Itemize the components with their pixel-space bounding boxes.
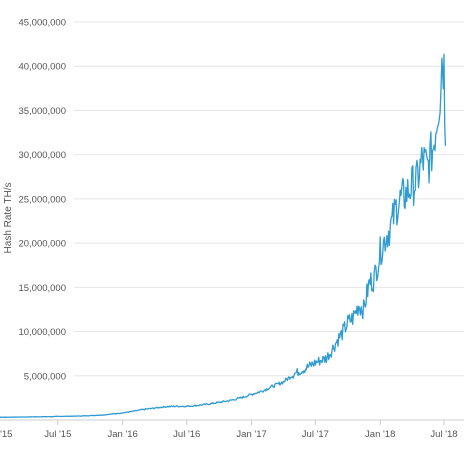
y-tick-label: 30,000,000	[18, 150, 66, 161]
x-tick-label: Jul '16	[173, 429, 200, 440]
y-tick-label: 35,000,000	[18, 106, 66, 117]
series-line-0	[0, 53, 447, 418]
y-tick-label: 20,000,000	[18, 239, 66, 250]
x-tick-label: Jan '16	[107, 429, 137, 440]
x-tick-label: Jan '17	[236, 429, 266, 440]
series-layer	[0, 53, 447, 418]
x-tick-label: Jul '15	[44, 429, 71, 440]
x-tick-label: Jan '18	[365, 429, 395, 440]
x-tick-label: Jul '18	[430, 429, 457, 440]
grid-lines	[0, 21, 464, 421]
x-axis-ticks: '15 Jul '15 Jan '16 Jul '16 Jan '17 Jul '17 Ja…	[0, 420, 458, 440]
y-tick-label: 5,000,000	[24, 371, 66, 382]
y-axis-label: Hash Rate TH/s	[3, 183, 14, 254]
y-tick-label: 45,000,000	[18, 18, 66, 29]
y-axis-ticks: 5,000,000 10,000,000 15,000,000 20,000,000 2…	[18, 18, 66, 383]
y-tick-label: 15,000,000	[18, 283, 66, 294]
x-tick-label: '15	[0, 429, 12, 440]
y-tick-label: 10,000,000	[18, 327, 66, 338]
y-tick-label: 25,000,000	[18, 194, 66, 205]
x-tick-label: Jul '17	[302, 429, 329, 440]
y-tick-label: 40,000,000	[18, 62, 66, 73]
